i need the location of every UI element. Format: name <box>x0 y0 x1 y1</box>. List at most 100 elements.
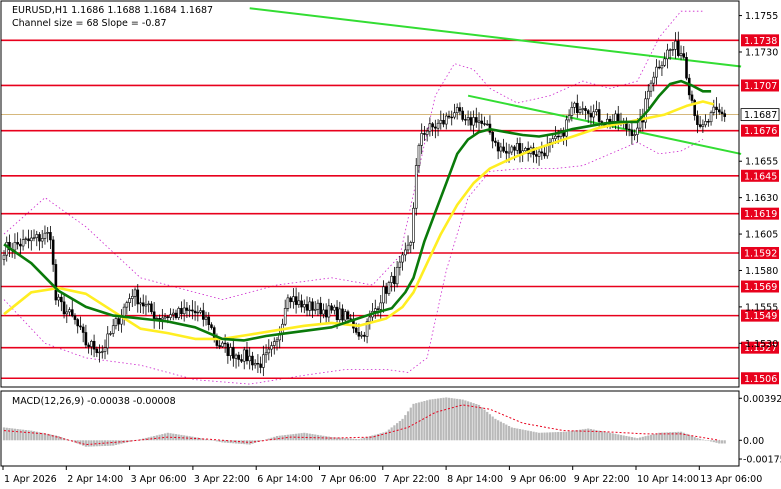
macd-bar-264 <box>723 440 726 444</box>
macd-bar-10 <box>30 430 33 441</box>
candle-body-66 <box>182 307 186 315</box>
candle-body-253 <box>693 100 696 116</box>
macd-bar-256 <box>701 439 704 441</box>
macd-bar-203 <box>557 432 560 441</box>
candle-body-116 <box>319 302 322 315</box>
candle-body-125 <box>343 311 347 321</box>
y-tick-label-5: 1.1580 <box>745 266 778 277</box>
candle-body-181 <box>496 142 500 152</box>
macd-bar-148 <box>406 411 410 441</box>
candle-body-134 <box>368 316 372 322</box>
macd-bar-116 <box>319 435 322 441</box>
candle-body-122 <box>335 306 339 321</box>
macd-bar-94 <box>259 440 262 442</box>
macd-bar-30 <box>84 440 87 447</box>
channel-info: Channel size = 68 Slope = -0.87 <box>12 18 167 29</box>
y-tick-label-0: 1.1755 <box>745 11 778 22</box>
candle-body-41 <box>114 318 118 327</box>
candle-body-96 <box>264 352 268 356</box>
x-tick-label-10: 10 Apr 14:00 <box>637 474 699 485</box>
macd-bar-88 <box>243 440 246 445</box>
candle-body-143 <box>393 275 396 285</box>
main-frame <box>0 0 740 388</box>
macd-bar-91 <box>251 440 254 444</box>
ma-slow-line <box>3 100 715 341</box>
macd-bar-207 <box>568 431 571 441</box>
macd-bar-244 <box>669 432 672 441</box>
macd-bar-73 <box>202 438 205 441</box>
macd-pane <box>2 397 726 447</box>
macd-bar-242 <box>663 432 666 441</box>
macd-bar-32 <box>90 440 93 447</box>
macd-bar-0 <box>2 427 6 441</box>
candle-body-112 <box>308 301 312 311</box>
macd-bar-71 <box>196 437 199 441</box>
candle-body-138 <box>379 302 383 310</box>
macd-bar-140 <box>385 431 388 441</box>
candle-body-130 <box>357 332 361 337</box>
macd-bar-123 <box>338 437 341 441</box>
main-pane <box>1 7 742 385</box>
candle-body-95 <box>262 354 265 368</box>
macd-bar-157 <box>431 399 434 441</box>
macd-bar-99 <box>273 436 276 441</box>
macd-bar-49 <box>136 439 139 441</box>
candle-body-33 <box>92 341 96 350</box>
candle-body-166 <box>455 107 459 114</box>
candle-body-24 <box>68 309 71 313</box>
macd-bar-220 <box>603 431 606 441</box>
x-tick-label-11: 13 Apr 06:00 <box>700 474 762 485</box>
candle-body-207 <box>567 115 571 121</box>
candle-body-261 <box>715 106 718 110</box>
macd-bar-165 <box>453 398 456 441</box>
candle-body-88 <box>242 349 246 362</box>
candle-body-104 <box>286 297 290 309</box>
macd-bar-262 <box>718 440 721 444</box>
candle-body-123 <box>338 308 342 321</box>
candle-body-217 <box>595 109 598 113</box>
macd-bar-215 <box>589 429 593 441</box>
x-tick-label-4: 6 Apr 14:00 <box>257 474 313 485</box>
candle-body-195 <box>535 154 538 157</box>
candle-body-184 <box>505 150 508 154</box>
macd-bar-110 <box>303 432 306 441</box>
candle-body-251 <box>687 77 691 96</box>
macd-bar-213 <box>584 428 587 441</box>
candle-body-79 <box>218 345 221 347</box>
candle-body-147 <box>404 249 407 256</box>
candle-body-80 <box>221 342 224 347</box>
macd-bar-20 <box>57 436 60 441</box>
macd-bar-212 <box>581 429 584 441</box>
macd-bar-184 <box>505 424 508 441</box>
candle-body-183 <box>502 146 505 152</box>
candle-body-39 <box>109 333 112 335</box>
candle-body-218 <box>597 109 601 122</box>
candle-body-83 <box>229 347 232 356</box>
candle-body-107 <box>294 296 298 305</box>
macd-bar-205 <box>562 431 565 441</box>
y-tick-label-3: 1.1630 <box>745 193 778 204</box>
macd-bar-17 <box>49 434 52 441</box>
macd-bar-248 <box>679 431 683 441</box>
macd-bar-247 <box>677 431 680 441</box>
macd-bar-246 <box>674 431 677 441</box>
candle-body-189 <box>518 143 522 154</box>
candle-body-256 <box>701 124 705 127</box>
macd-bar-195 <box>535 432 538 441</box>
candle-body-12 <box>35 234 39 239</box>
candle-body-249 <box>682 53 686 58</box>
macd-bar-19 <box>54 435 57 441</box>
macd-bar-227 <box>622 435 625 441</box>
macd-bar-241 <box>660 432 664 441</box>
macd-bar-5 <box>16 429 19 441</box>
candle-body-242 <box>663 58 666 66</box>
macd-bar-133 <box>365 436 369 441</box>
candle-body-159 <box>436 122 440 129</box>
level-label-1: 1.1707 <box>744 81 777 92</box>
current-price-label: 1.1687 <box>744 110 777 121</box>
macd-bar-254 <box>696 438 699 441</box>
macd-bar-223 <box>611 433 614 441</box>
macd-bar-235 <box>644 436 647 441</box>
